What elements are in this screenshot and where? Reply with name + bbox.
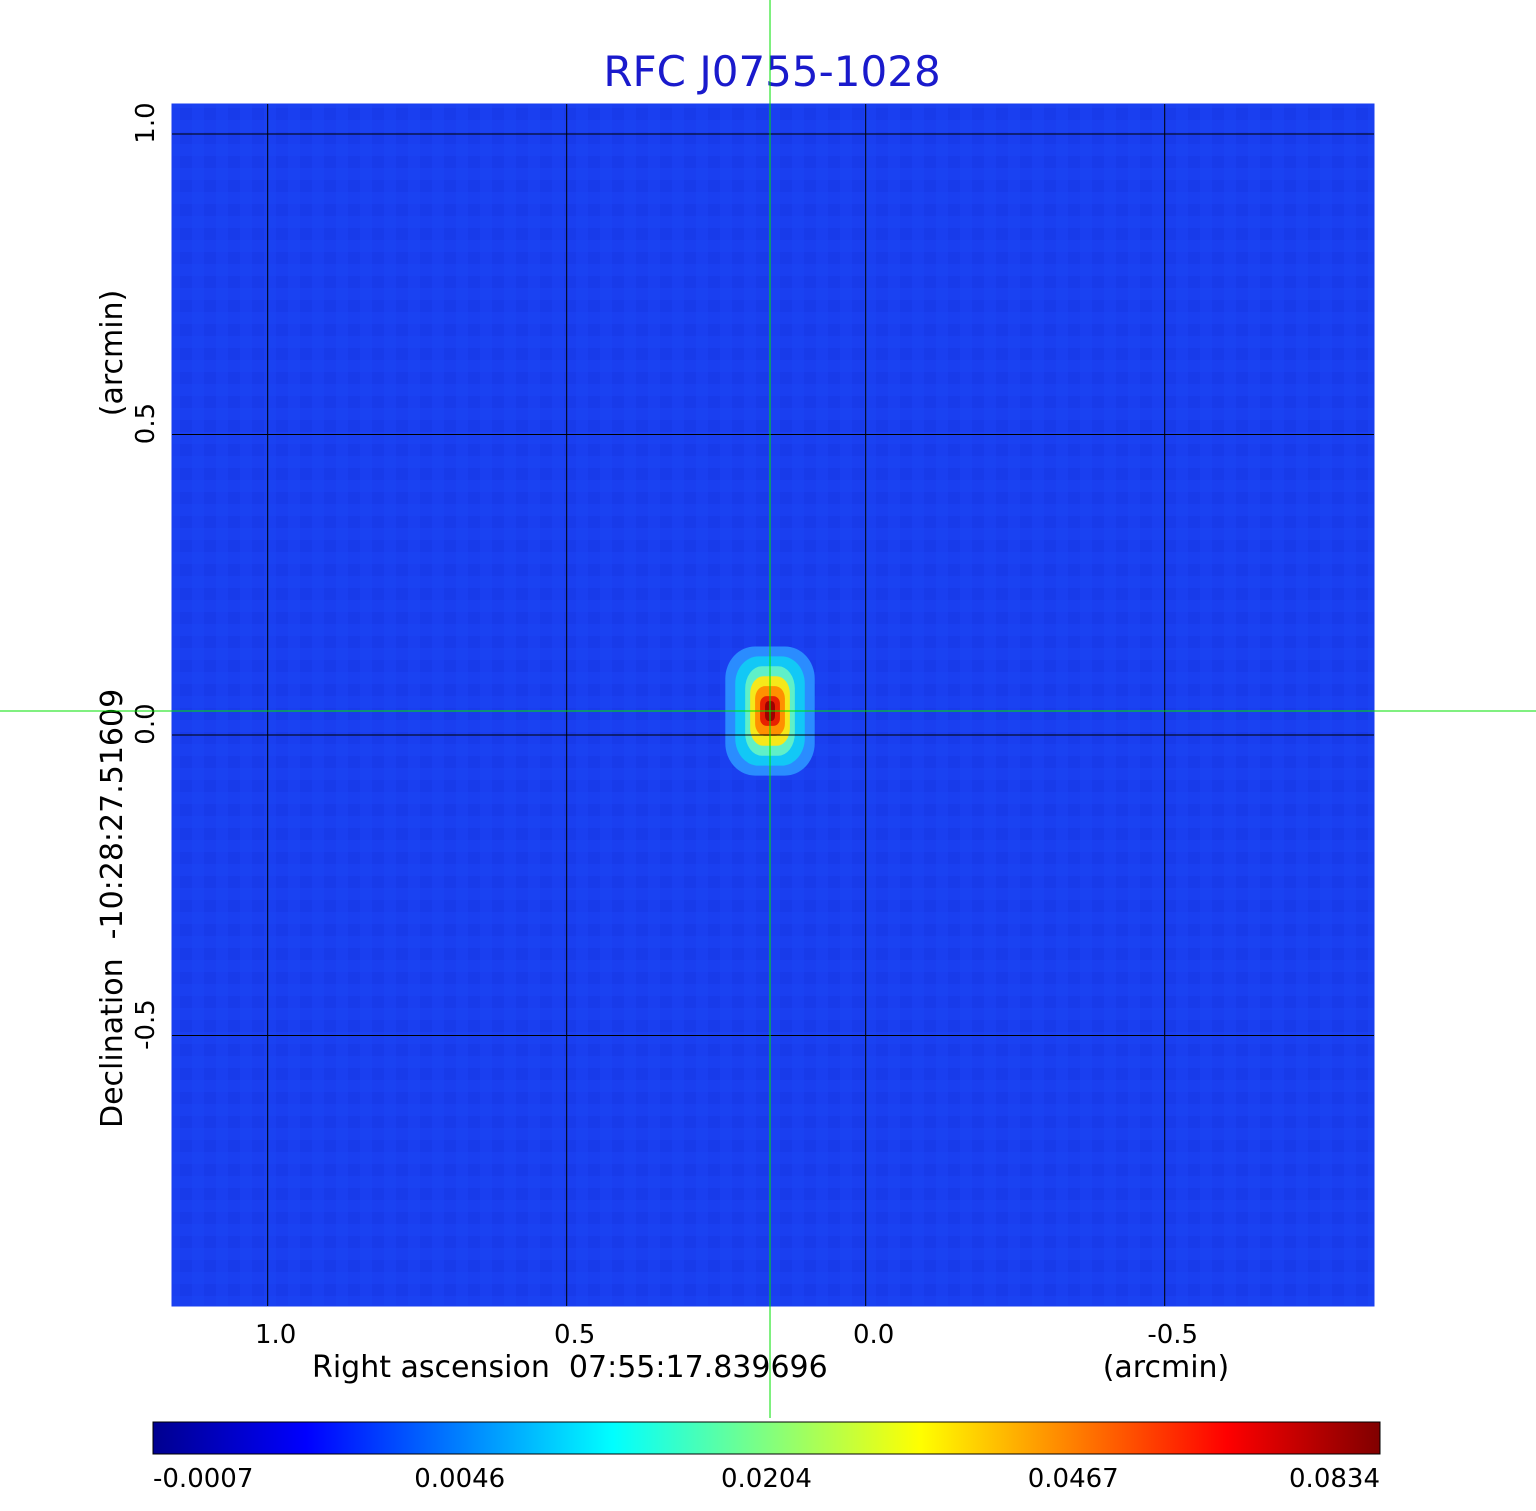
x-tick-labels: 1.0 0.5 0.0 -0.5 xyxy=(255,1320,1198,1350)
y-tick-label-2: 0.0 xyxy=(131,703,161,744)
colorbar-tick-label-2: 0.0204 xyxy=(721,1464,812,1494)
y-tick-label-1: 0.5 xyxy=(131,403,161,444)
crosshair xyxy=(0,0,1536,1418)
y-tick-labels: 1.0 0.5 0.0 -0.5 xyxy=(131,102,161,1050)
y-tick-label-3: -0.5 xyxy=(131,999,161,1050)
colorbar-tick-label-3: 0.0467 xyxy=(1028,1464,1119,1494)
colorbar-tick-label-0: -0.0007 xyxy=(153,1464,253,1494)
x-tick-label-1: 0.5 xyxy=(554,1320,595,1350)
coordinate-grid xyxy=(172,104,1374,1306)
y-tick-label-0: 1.0 xyxy=(131,102,161,143)
image-map xyxy=(172,104,1374,1306)
chart-title: RFC J0755-1028 xyxy=(603,47,940,96)
map-frame xyxy=(171,103,1375,1307)
colorbar xyxy=(152,1421,1381,1455)
y-axis-unit: (arcmin) xyxy=(95,290,130,417)
x-axis-label: Right ascension 07:55:17.839696 xyxy=(312,1350,828,1385)
x-tick-label-0: 1.0 xyxy=(255,1320,296,1350)
y-axis-label: Declination -10:28:27.51609 xyxy=(95,689,130,1128)
colorbar-tick-labels: -0.0007 0.0046 0.0204 0.0467 0.0834 xyxy=(153,1464,1380,1494)
x-axis-unit: (arcmin) xyxy=(1103,1350,1230,1385)
x-tick-label-2: 0.0 xyxy=(853,1320,894,1350)
colorbar-tick-label-4: 0.0834 xyxy=(1289,1464,1380,1494)
colorbar-tick-label-1: 0.0046 xyxy=(414,1464,505,1494)
x-tick-label-3: -0.5 xyxy=(1147,1320,1198,1350)
